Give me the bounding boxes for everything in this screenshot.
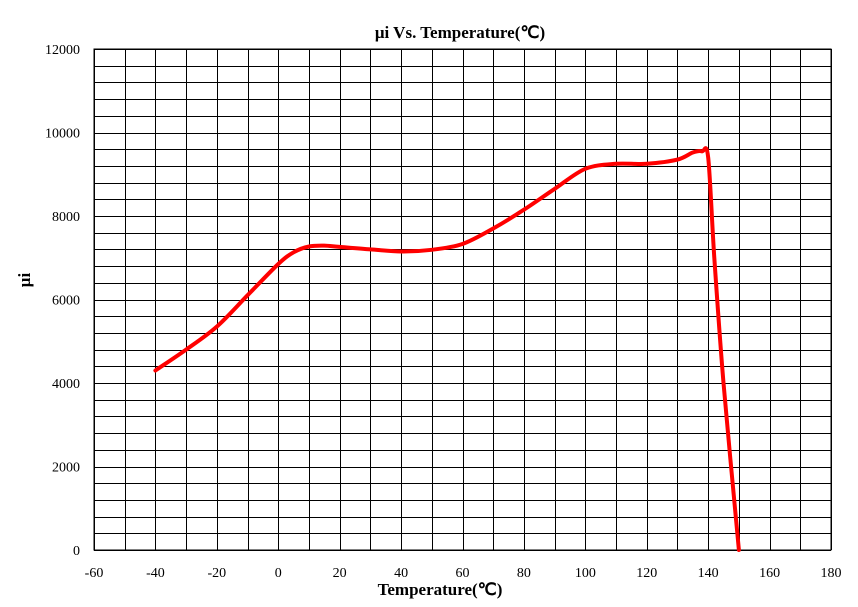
x-tick-label: 20 [333,566,347,581]
x-tick-label: -60 [85,566,104,581]
x-tick-label: 120 [636,566,657,581]
y-tick-label: 4000 [52,377,80,392]
x-tick-label: 140 [698,566,719,581]
x-tick-label: 0 [275,566,282,581]
y-axis: 0 2000 4000 6000 8000 10000 12000 [45,43,80,559]
y-tick-label: 12000 [45,43,80,58]
y-tick-label: 2000 [52,461,80,476]
chart-title: μi Vs. Temperature(℃) [375,23,545,42]
y-tick-label: 10000 [45,127,80,142]
x-tick-label: 180 [821,566,842,581]
y-axis-title: μi [15,273,34,288]
y-tick-label: 8000 [52,210,80,225]
x-axis-title: Temperature(℃) [378,580,503,599]
y-tick-label: 0 [73,544,80,559]
series-layer [153,146,741,552]
grid [94,49,832,551]
plot-area [93,48,832,551]
x-tick-label: 40 [394,566,408,581]
x-tick-label: -20 [207,566,226,581]
x-tick-label: 60 [456,566,470,581]
x-tick-label: 160 [759,566,780,581]
y-tick-label: 6000 [52,294,80,309]
x-axis: -60 -40 -20 0 20 40 60 80 100 120 140 160 180 [85,566,842,581]
x-tick-label: 100 [575,566,596,581]
mu-i-series-line [153,146,741,552]
x-tick-label: 80 [517,566,531,581]
x-tick-label: -40 [146,566,165,581]
